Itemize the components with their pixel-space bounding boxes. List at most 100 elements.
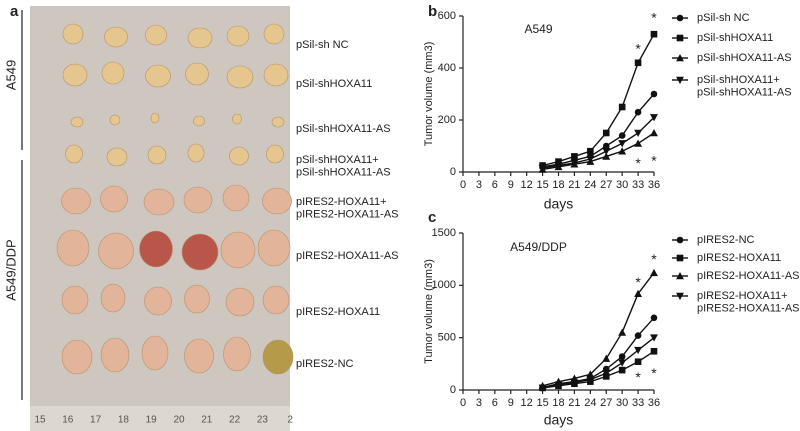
row-label: pIRES2-HOXA11-AS [296,250,399,262]
marker [618,328,627,336]
tumor [145,64,171,88]
annotation: * [651,251,657,267]
legend-label: pIRES2-NC [697,234,755,246]
marker [602,147,611,156]
chart-title: A549 [524,22,552,36]
marker [650,334,658,342]
tumor [257,229,291,267]
marker [538,384,547,392]
marker [634,289,643,298]
ruler-label: 17 [90,415,102,426]
tumor [223,336,251,372]
tumor [61,187,91,215]
tumor [143,188,175,216]
marker [634,59,642,67]
marker [586,370,595,378]
panel-label: b [428,3,437,20]
x-tick-label: 24 [584,179,596,191]
marker [570,159,579,167]
marker [650,314,658,322]
x-tick-label: 24 [584,397,596,409]
x-tick-label: 36 [648,179,660,191]
tumor [106,147,128,167]
x-axis-label: days [544,196,574,212]
series-line [542,337,655,389]
x-tick-label: 9 [508,397,514,409]
x-tick-label: 12 [521,179,533,191]
tumor [100,337,130,373]
marker [650,90,658,98]
marker [587,147,594,155]
x-tick-label: 9 [508,179,514,191]
legend-label: pSil-shHOXA11 [697,32,773,44]
x-tick-label: 27 [600,397,612,409]
tumor [262,285,290,315]
tumor [226,65,254,89]
tumor [62,23,84,45]
annotation: * [635,369,641,385]
marker [555,158,562,165]
marker [618,103,626,111]
marker [618,140,627,148]
x-tick-label: 33 [632,179,644,191]
ruler-label: 22 [229,415,241,426]
x-tick-label: 0 [460,397,466,409]
ruler-label: 16 [62,415,74,426]
tumor [104,26,128,48]
y-tick-label: 600 [438,10,456,22]
x-tick-label: 21 [568,397,580,409]
ruler-label: 15 [34,415,46,426]
row-label: pSil-shHOXA11+ pSil-shHOXA11-AS [296,154,391,179]
marker [586,155,595,163]
y-tick-label: 0 [450,166,456,178]
legend-label: pIRES2-HOXA11-AS [697,270,800,282]
y-tick-label: 1500 [432,227,456,239]
legend-label: pIRES2-HOXA11 [697,252,781,264]
x-tick-label: 18 [552,179,564,191]
tumor [147,145,167,165]
marker [634,139,643,147]
legend-label: pSil-shHOXA11-AS [697,52,792,64]
x-tick-label: 36 [648,397,660,409]
marker [570,379,579,387]
tumor [70,116,84,128]
tumor [229,146,249,166]
x-tick-label: 27 [600,179,612,191]
tumor [263,23,285,45]
y-axis-label: Tumor volume (mm3) [423,42,435,147]
tumor [262,187,292,215]
ruler-label: 20 [173,415,185,426]
y-tick-label: 0 [450,384,456,396]
marker [602,142,610,150]
tumor [100,185,128,213]
tumor [56,229,90,267]
group-label: A549 [3,60,18,90]
ruler-label: 21 [201,415,213,426]
tumor [109,114,121,126]
tumor [100,283,126,313]
legend-label: pSil-shHOXA11+ pSil-shHOXA11-AS [697,74,792,99]
x-tick-label: 15 [536,179,548,191]
group-label: A549/DDP [3,239,18,300]
ruler-label: 23 [257,415,269,426]
marker [650,268,658,277]
row-label: pSil-sh NC [296,39,349,51]
row-label: pIRES2-HOXA11+ pIRES2-HOXA11-AS [296,196,399,221]
marker [634,358,642,366]
marker [634,346,643,355]
marker [634,332,642,339]
tumor [263,63,289,87]
tumor [101,61,125,85]
x-tick-label: 12 [521,397,533,409]
marker [602,129,610,137]
tumor [222,184,250,212]
tumor [145,24,167,46]
marker [634,129,643,137]
tumor [187,27,213,49]
marker [554,381,563,389]
tumor [193,115,205,127]
panel-label: a [10,3,19,20]
chart-title: A549/DDP [510,240,567,254]
tumor [184,338,214,374]
tumor [226,25,250,47]
